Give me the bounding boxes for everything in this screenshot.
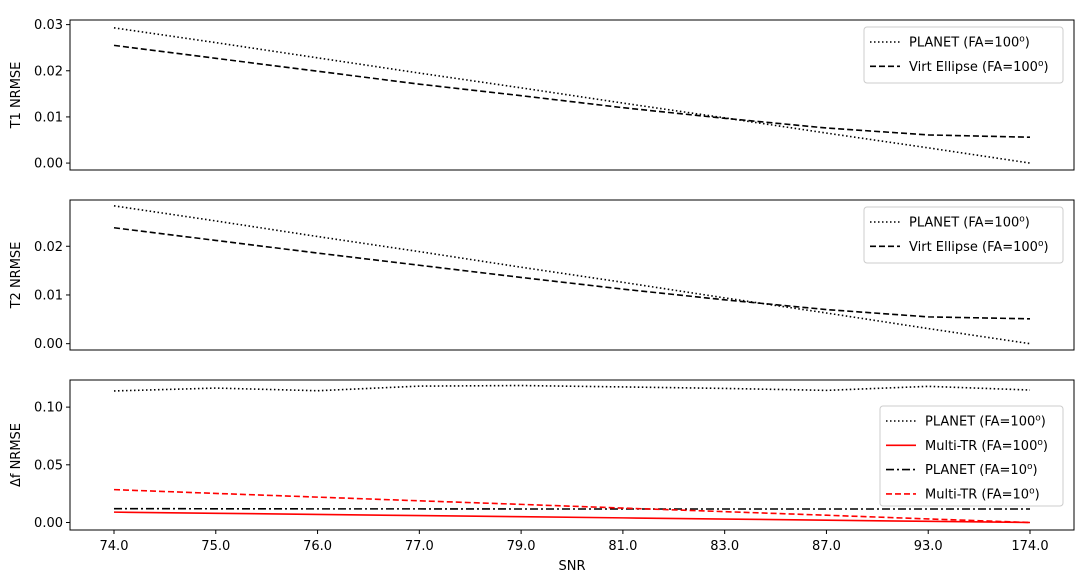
legend-entry: Virt Ellipse (FA=100o) xyxy=(909,239,1049,255)
legend-entry: Multi-TR (FA=10o) xyxy=(925,486,1040,502)
y-tick-label: 0.10 xyxy=(34,401,63,416)
x-tick-label: 76.0 xyxy=(303,539,332,554)
legend-entry: Virt Ellipse (FA=100o) xyxy=(909,59,1049,75)
x-tick-label: 93.0 xyxy=(914,539,943,554)
legend-entry: PLANET (FA=100o) xyxy=(909,215,1030,231)
x-tick-label: 79.0 xyxy=(507,539,536,554)
y-tick-label: 0.01 xyxy=(34,110,63,125)
x-tick-label: 174.0 xyxy=(1011,539,1048,554)
y-axis-label: T1 NRMSE xyxy=(9,62,24,130)
y-tick-label: 0.05 xyxy=(34,458,63,473)
legend-entry: Multi-TR (FA=100o) xyxy=(925,438,1048,454)
x-tick-label: 77.0 xyxy=(405,539,434,554)
x-tick-label: 83.0 xyxy=(710,539,739,554)
y-axis-label: T2 NRMSE xyxy=(9,242,24,310)
y-tick-label: 0.00 xyxy=(34,157,63,172)
legend: PLANET (FA=100o) Virt Ellipse (FA=100o) xyxy=(864,27,1063,83)
y-tick-label: 0.02 xyxy=(34,240,63,255)
x-tick-label: 74.0 xyxy=(100,539,129,554)
legend-entry: PLANET (FA=100o) xyxy=(909,35,1030,51)
legend-entry: PLANET (FA=100o) xyxy=(925,414,1046,430)
legend-entry: PLANET (FA=10o) xyxy=(925,462,1038,478)
x-tick-label: 75.0 xyxy=(201,539,230,554)
subplot-1: 0.00 0.01 0.02 0.03 T1 NRMSE PLANET (FA=100o)… xyxy=(9,18,1074,171)
y-tick-label: 0.02 xyxy=(34,64,63,79)
y-tick-label: 0.01 xyxy=(34,288,63,303)
x-tick-label: 87.0 xyxy=(812,539,841,554)
y-axis-label: Δf NRMSE xyxy=(9,423,24,487)
legend: PLANET (FA=100o) Multi-TR (FA=100o) PLANET… xyxy=(880,406,1063,506)
x-axis-label: SNR xyxy=(558,559,585,574)
x-tick-label: 81.0 xyxy=(608,539,637,554)
subplot-2: 0.00 0.01 0.02 T2 NRMSE PLANET (FA=100o) Virt… xyxy=(9,200,1074,352)
y-tick-label: 0.03 xyxy=(34,18,63,33)
subplot-3: 0.00 0.05 0.10 Δf NRMSE 74.0 75.0 76.0 77.0 79.0… xyxy=(9,380,1074,574)
y-tick-label: 0.00 xyxy=(34,516,63,531)
legend: PLANET (FA=100o) Virt Ellipse (FA=100o) xyxy=(864,207,1063,263)
y-tick-label: 0.00 xyxy=(34,337,63,352)
